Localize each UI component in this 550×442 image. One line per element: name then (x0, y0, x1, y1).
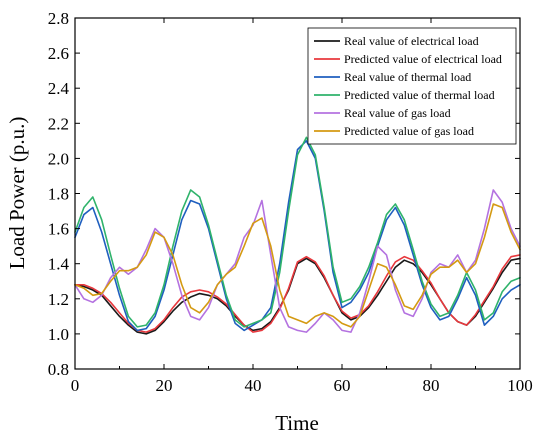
y-tick-label: 2.2 (48, 114, 69, 133)
x-tick-label: 100 (507, 376, 533, 395)
series-line-4 (74, 136, 521, 328)
series-line-1 (74, 257, 521, 335)
x-tick-label: 80 (423, 376, 440, 395)
legend: Real value of electrical load Predicted v… (307, 27, 517, 145)
y-tick-label: 1.4 (48, 255, 70, 274)
y-tick-label: 2.4 (48, 79, 70, 98)
y-axis-title: Load Power (p.u.) (5, 117, 29, 270)
series-line-6 (74, 203, 521, 328)
legend-box (307, 27, 517, 145)
x-tick-label: 60 (334, 376, 351, 395)
y-tick-label: 1.0 (48, 325, 69, 344)
y-tick-label: 2.8 (48, 9, 69, 28)
legend-label-1: Real value of electrical load (344, 34, 479, 48)
y-tick-label: 0.8 (48, 360, 69, 379)
x-axis-title: Time (275, 411, 319, 435)
legend-label-3: Real value of thermal load (344, 70, 471, 84)
y-tick-label: 1.6 (48, 220, 69, 239)
series-layer (74, 136, 521, 335)
legend-label-6: Predicted value of gas load (344, 124, 474, 138)
series-line-5 (74, 189, 521, 333)
ticks-layer: 0 20 40 60 80 100 0.8 1.0 1.2 1.4 1.6 1.8 2.0 2.2 2.4 2… (48, 9, 533, 395)
y-tick-label: 1.8 (48, 185, 69, 204)
y-tick-label: 1.2 (48, 290, 69, 309)
legend-label-4: Predicted value of thermal load (344, 88, 495, 102)
x-tick-label: 0 (71, 376, 80, 395)
y-tick-label: 2.6 (48, 44, 69, 63)
series-line-2 (74, 254, 521, 333)
legend-label-2: Predicted value of electrical load (344, 52, 502, 66)
x-tick-label: 40 (245, 376, 262, 395)
y-tick-label: 2.0 (48, 149, 69, 168)
legend-label-5: Real value of gas load (344, 106, 451, 120)
x-tick-label: 20 (156, 376, 173, 395)
series-line-3 (74, 140, 521, 332)
